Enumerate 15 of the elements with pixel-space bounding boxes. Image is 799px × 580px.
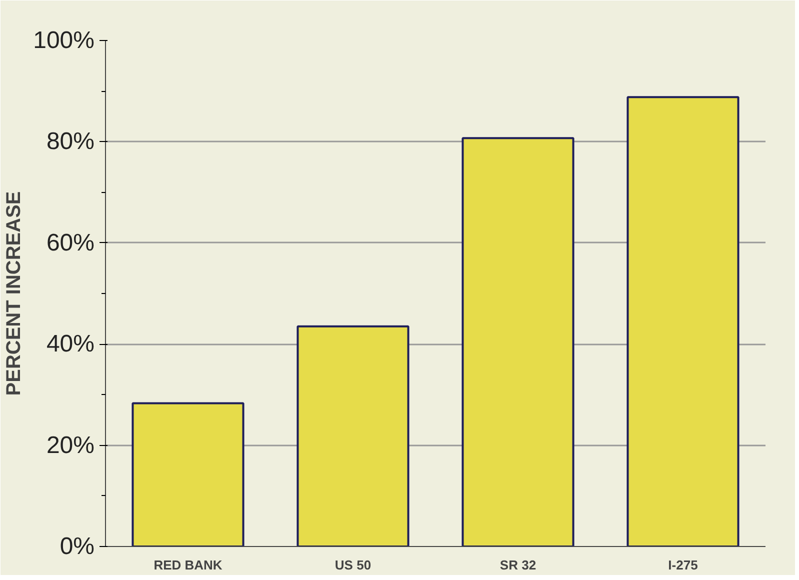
bar <box>132 402 244 546</box>
y-tick-label: 80% <box>46 128 95 156</box>
y-tick-label: 0% <box>60 533 94 560</box>
y-tick-label: 20% <box>46 432 95 459</box>
x-tick-label: US 50 <box>334 558 372 572</box>
y-tick-label: 60% <box>46 229 95 256</box>
bar <box>462 137 574 546</box>
bar <box>626 96 740 546</box>
x-tick-label: SR 32 <box>500 558 536 572</box>
x-tick-label: RED BANK <box>154 558 223 572</box>
y-tick-label: 100% <box>33 27 95 54</box>
y-axis-title: PERCENT INCREASE <box>3 191 26 396</box>
x-tick-label: I-275 <box>668 558 698 572</box>
bar <box>296 325 410 546</box>
y-tick-label: 40% <box>46 330 95 358</box>
